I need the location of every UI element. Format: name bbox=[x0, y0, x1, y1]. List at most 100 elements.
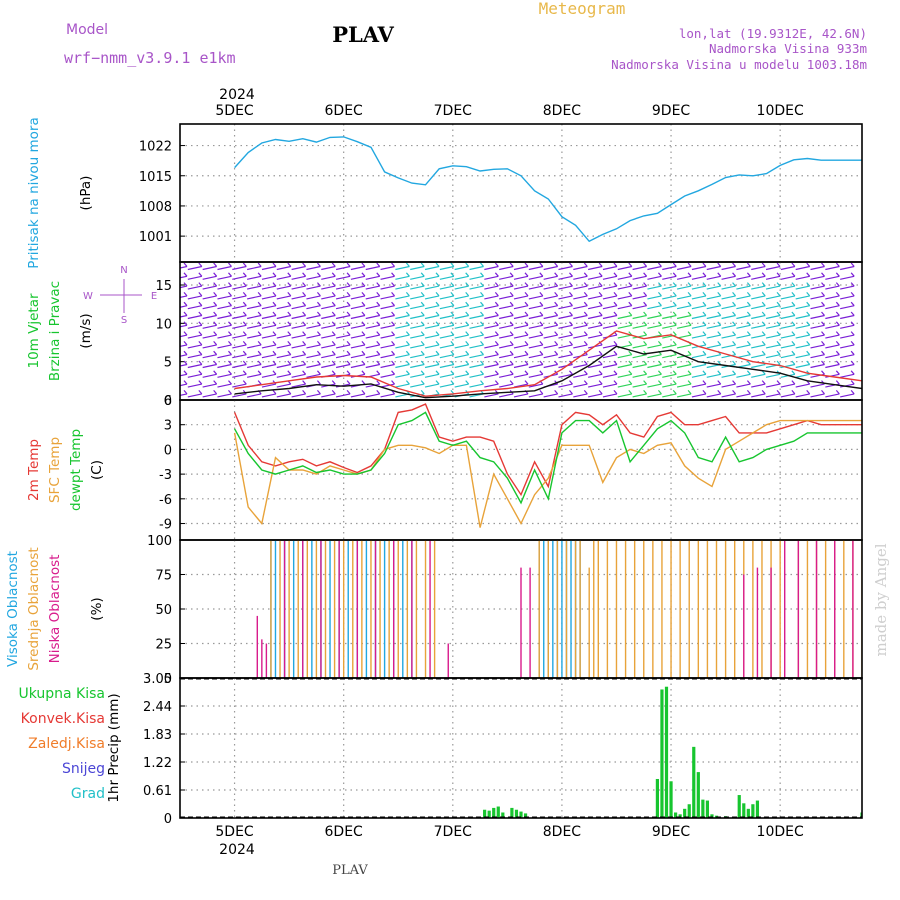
wind-barb bbox=[558, 265, 573, 271]
wind-barb-flag bbox=[435, 380, 440, 385]
elevation-label: Nadmorska Visina 933m bbox=[709, 41, 867, 56]
bar-visoka-oblacnost bbox=[402, 540, 404, 678]
wind-barb-flag bbox=[835, 292, 840, 297]
wind-barb-flag bbox=[213, 282, 218, 287]
precip-legend-item: Grad bbox=[71, 786, 105, 802]
wind-barb-flag bbox=[672, 390, 677, 395]
wind-barb bbox=[410, 314, 425, 320]
wind-barb bbox=[335, 295, 351, 300]
wind-barb bbox=[424, 334, 440, 339]
wind-barb bbox=[825, 265, 840, 271]
wind-barb-flag bbox=[242, 311, 247, 316]
series-line-wind bbox=[234, 330, 862, 397]
wind-barb-flag bbox=[732, 360, 737, 365]
wind-barb bbox=[795, 275, 810, 280]
wind-barb bbox=[350, 334, 366, 339]
wind-barb bbox=[780, 275, 795, 280]
wind-barb bbox=[602, 393, 618, 398]
wind-barb-flag bbox=[702, 311, 707, 316]
wind-barb-flag bbox=[361, 282, 366, 287]
wind-barb bbox=[321, 393, 336, 398]
wind-barb bbox=[276, 373, 291, 378]
wind-barb bbox=[632, 393, 647, 398]
wind-barb-flag bbox=[376, 370, 381, 375]
wind-barb-flag bbox=[376, 350, 381, 356]
wind-barb-flag bbox=[346, 380, 351, 385]
wind-barb-flag bbox=[554, 350, 559, 356]
wind-barb-flag bbox=[613, 321, 618, 326]
wind-barb-flag bbox=[806, 282, 811, 287]
bar-srednja-oblacnost bbox=[270, 540, 272, 678]
wind-barb-flag bbox=[435, 301, 440, 307]
wind-barb bbox=[721, 275, 736, 280]
wind-barb bbox=[499, 295, 514, 300]
wind-barb bbox=[528, 265, 543, 271]
wind-barb-flag bbox=[494, 350, 499, 356]
wind-barb bbox=[499, 275, 514, 280]
wind-barb-flag bbox=[287, 390, 292, 395]
wind-barb bbox=[558, 373, 573, 378]
bar-niska-oblacnost bbox=[283, 540, 286, 678]
wind-barb bbox=[588, 265, 603, 271]
wind-barb bbox=[795, 393, 810, 398]
wind-barb bbox=[410, 275, 425, 280]
wind-barb bbox=[321, 305, 336, 310]
wind-barb bbox=[617, 265, 632, 271]
wind-barb bbox=[573, 334, 588, 339]
wind-barb bbox=[840, 265, 855, 271]
wind-barb-flag bbox=[821, 331, 825, 336]
top-day-label: 8DEC bbox=[543, 103, 582, 119]
wind-barb-flag bbox=[657, 370, 662, 375]
y-tick-label: 1.22 bbox=[143, 756, 172, 771]
wind-barb bbox=[676, 265, 692, 271]
wind-barb-flag bbox=[583, 292, 588, 297]
wind-barb-flag bbox=[821, 341, 825, 346]
wind-barb-flag bbox=[672, 311, 677, 316]
wind-barb bbox=[469, 383, 484, 388]
wind-barb-flag bbox=[316, 370, 321, 375]
wind-barb bbox=[736, 344, 751, 349]
wind-barb bbox=[840, 324, 855, 329]
bar-niska-oblacnost bbox=[411, 540, 413, 678]
wind-barb bbox=[588, 334, 603, 339]
bar-visoka-oblacnost bbox=[561, 540, 563, 678]
wind-barb bbox=[454, 285, 469, 290]
wind-barb bbox=[825, 363, 840, 369]
wind-barb-flag bbox=[450, 321, 455, 326]
wind-barb-flag bbox=[494, 262, 499, 267]
bar-srednja-oblacnost bbox=[342, 540, 345, 678]
wind-barb-flag bbox=[228, 292, 232, 297]
wind-barb-flag bbox=[687, 360, 692, 365]
wind-barb-flag bbox=[391, 380, 396, 385]
y-axis-label: Visoka Oblacnost bbox=[5, 551, 21, 667]
wind-barb-flag bbox=[835, 360, 840, 365]
wind-barb-flag bbox=[183, 262, 188, 267]
wind-barb bbox=[751, 305, 766, 310]
bar-srednja-oblacnost bbox=[606, 540, 609, 678]
bar-visoka-oblacnost bbox=[292, 540, 295, 678]
wind-barb bbox=[499, 383, 514, 388]
wind-barb bbox=[469, 305, 484, 310]
wind-barb-flag bbox=[257, 292, 262, 297]
wind-barb-flag bbox=[331, 341, 336, 346]
bar-srednja-oblacnost bbox=[574, 540, 577, 678]
wind-barb bbox=[180, 295, 188, 299]
wind-barb-flag bbox=[509, 331, 514, 336]
wind-barb-flag bbox=[821, 292, 825, 297]
wind-barb-flag bbox=[302, 370, 307, 375]
wind-barb bbox=[543, 344, 558, 349]
wind-barb bbox=[795, 373, 810, 378]
wind-barb bbox=[380, 354, 395, 359]
wind-barb-flag bbox=[494, 311, 499, 316]
wind-barb-flag bbox=[583, 282, 588, 287]
wind-barb bbox=[573, 285, 588, 290]
wind-barb-flag bbox=[776, 360, 781, 365]
wind-barb bbox=[810, 393, 825, 398]
wind-barb-flag bbox=[791, 341, 796, 346]
bar-niska-oblacnost bbox=[797, 540, 800, 678]
wind-barb-flag bbox=[480, 262, 484, 267]
wind-barb-flag bbox=[657, 292, 662, 297]
wind-barb-flag bbox=[643, 311, 648, 316]
wind-barb-flag bbox=[524, 272, 529, 277]
wind-barb bbox=[187, 354, 202, 359]
